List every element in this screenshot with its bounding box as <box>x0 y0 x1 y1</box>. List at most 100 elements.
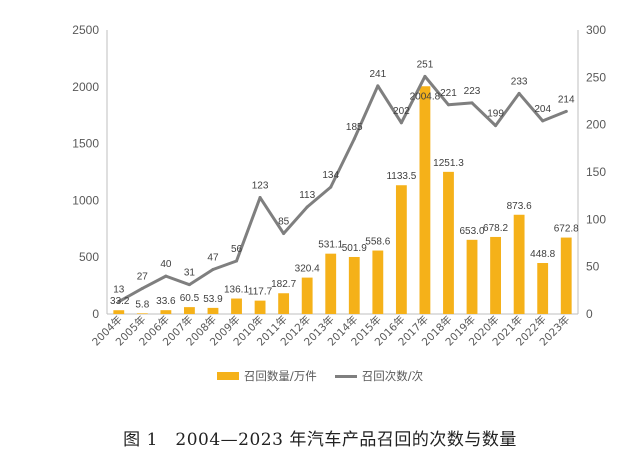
bar-value-label: 320.4 <box>295 264 320 275</box>
bar <box>419 86 431 314</box>
bar <box>537 263 549 314</box>
y-left-tick-label: 0 <box>92 307 99 321</box>
bar <box>254 300 266 314</box>
legend-label-line: 召回次数/次 <box>361 369 424 383</box>
bar-value-label: 558.6 <box>365 237 390 248</box>
line-point <box>140 286 144 290</box>
bar <box>231 298 242 314</box>
axes: 0 500 1000 1500 2000 2500 0 50 100 150 200 250 300 20… <box>72 23 606 348</box>
bar-value-label: 501.9 <box>342 243 367 254</box>
line-value-label: 204 <box>534 104 551 115</box>
line-value-label: 241 <box>369 69 386 80</box>
bar <box>560 237 572 314</box>
line-point <box>305 205 309 209</box>
bar-value-label: 2004.8 <box>410 91 441 102</box>
line-value-label: 185 <box>346 122 363 133</box>
legend-swatch-line <box>334 374 357 378</box>
line-point <box>352 137 356 141</box>
line-value-label: 40 <box>160 259 172 270</box>
bar-value-label: 873.6 <box>507 201 532 212</box>
line-point <box>517 91 521 95</box>
chart-title: 图 1 2004—2023 年汽车产品召回的次数与数量 <box>123 430 517 450</box>
bar-value-label: 60.5 <box>180 293 200 304</box>
line-series <box>117 74 568 304</box>
line-value-label: 134 <box>322 170 339 181</box>
y-left-tick-label: 1000 <box>72 193 99 207</box>
bar <box>160 310 172 314</box>
y-left-tick-label: 2000 <box>72 80 99 94</box>
line-point <box>282 232 286 236</box>
line-point <box>399 121 403 125</box>
line-value-label: 233 <box>511 76 528 87</box>
line-value-label: 27 <box>137 271 149 282</box>
line-point <box>329 185 333 189</box>
line-value-label: 221 <box>440 88 457 99</box>
line-point <box>541 119 545 123</box>
line-value-label: 123 <box>252 181 269 192</box>
line-value-label: 113 <box>299 190 315 201</box>
bar-value-label: 531.1 <box>318 240 343 251</box>
line-point <box>117 300 121 304</box>
y-left-tick-label: 500 <box>79 250 99 264</box>
line-point <box>376 84 380 88</box>
line-value-label: 56 <box>231 244 243 255</box>
line-value-label: 214 <box>558 94 575 105</box>
y-right-tick-label: 200 <box>586 118 606 132</box>
line-point <box>258 196 262 200</box>
y-right-tick-label: 100 <box>586 212 606 226</box>
line-point <box>564 109 568 113</box>
line-point <box>211 268 215 272</box>
bar <box>207 307 219 314</box>
line-value-label: 31 <box>184 268 196 279</box>
bar-value-label: 33.6 <box>156 296 176 307</box>
line-point <box>164 274 168 278</box>
bar <box>184 307 195 314</box>
line-path <box>117 74 568 304</box>
bar <box>490 236 501 314</box>
y-right-tick-label: 0 <box>586 307 593 321</box>
bar <box>136 313 148 314</box>
bar-value-label: 448.8 <box>530 249 555 260</box>
bar-value-label: 5.8 <box>135 299 149 310</box>
line-value-label: 199 <box>487 109 504 120</box>
y-right-tick-label: 150 <box>586 165 606 179</box>
legend-item-line[interactable]: 召回次数/次 <box>334 368 424 384</box>
bar-value-label: 1133.5 <box>386 171 416 182</box>
line-value-label: 85 <box>278 217 290 228</box>
bar <box>325 253 337 314</box>
bar <box>372 250 384 314</box>
y-right-tick-label: 50 <box>586 260 600 274</box>
y-left-tick-label: 1500 <box>72 137 99 151</box>
bar <box>113 310 125 314</box>
line-value-label: 223 <box>464 86 481 97</box>
y-right-tick-label: 250 <box>586 70 606 84</box>
line-value-label: 13 <box>113 285 125 296</box>
line-value-label: 202 <box>393 106 410 117</box>
line-point <box>187 283 191 287</box>
bar-value-label: 117.7 <box>248 287 273 298</box>
legend-item-bars[interactable]: 召回数量/万件 <box>216 368 317 384</box>
bar-value-label: 653.0 <box>460 226 485 237</box>
bar <box>301 277 313 314</box>
line-point <box>446 103 450 107</box>
bar <box>443 171 454 314</box>
chart: 0 500 1000 1500 2000 2500 0 50 100 150 200 250 300 20… <box>72 23 606 348</box>
line-point <box>494 124 498 128</box>
legend-label-bars: 召回数量/万件 <box>243 369 317 383</box>
y-right-tick-label: 300 <box>586 23 606 37</box>
bar-series <box>113 86 572 314</box>
line-value-label: 251 <box>417 59 434 70</box>
bar <box>395 185 407 314</box>
bar <box>278 293 290 314</box>
bar <box>348 256 360 314</box>
bar <box>466 239 478 314</box>
line-value-label: 47 <box>207 253 219 264</box>
bar <box>513 214 525 314</box>
line-point <box>235 259 239 263</box>
line-point <box>470 101 474 105</box>
bar-value-label: 53.9 <box>203 294 223 305</box>
figure-caption: 图 1 2004—2023 年汽车产品召回的次数与数量 <box>0 425 640 450</box>
bar-value-label: 1251.3 <box>433 158 464 169</box>
bar-value-label: 678.2 <box>483 223 508 234</box>
